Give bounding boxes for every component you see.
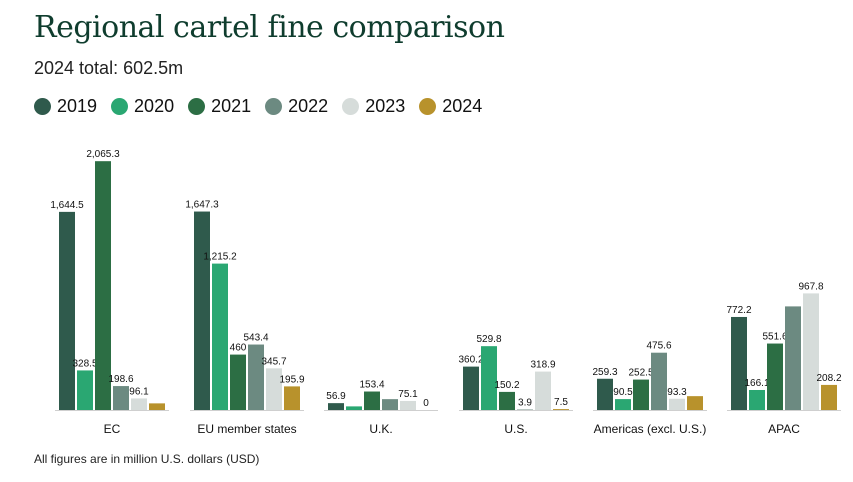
bar-2021-0 <box>95 161 111 410</box>
legend-swatch <box>111 98 129 115</box>
data-label: 967.8 <box>798 281 823 292</box>
bar-2020-4 <box>615 399 631 410</box>
data-label: 166.1 <box>744 378 769 389</box>
bar-2024-5 <box>821 384 837 410</box>
legend-swatch <box>342 98 360 115</box>
data-label: 475.6 <box>646 341 671 352</box>
legend-label: 2020 <box>134 96 175 116</box>
data-label: 150.2 <box>494 380 519 391</box>
bar-2020-0 <box>77 370 93 410</box>
bar-2020-1 <box>212 263 228 410</box>
legend-item-2022: 2022 <box>265 96 328 117</box>
data-label: 345.7 <box>261 356 286 367</box>
bar-2023-1 <box>266 368 282 410</box>
legend-swatch <box>265 98 283 115</box>
bar-2023-4 <box>669 398 685 410</box>
bar-2020-5 <box>749 389 765 410</box>
legend: 2019 2020 2021 2022 2023 2024 <box>34 96 482 117</box>
category-label: U.K. <box>369 422 392 436</box>
legend-label: 2022 <box>288 96 329 116</box>
bar-2022-4 <box>651 352 667 410</box>
legend-label: 2019 <box>57 96 98 116</box>
data-label: 551.6 <box>762 332 787 343</box>
bar-2024-3 <box>553 409 569 411</box>
data-label: 1,647.3 <box>185 200 219 211</box>
data-label: 772.2 <box>726 305 751 316</box>
bar-2022-1 <box>248 344 264 410</box>
legend-swatch <box>188 98 206 115</box>
bar-2022-0 <box>113 386 129 410</box>
bar-2019-0 <box>59 211 75 410</box>
data-label: 3.9 <box>518 398 532 409</box>
category-label: EU member states <box>197 422 296 436</box>
data-label: 90.5 <box>613 387 633 398</box>
data-label: 195.9 <box>279 374 304 385</box>
bar-2019-4 <box>597 378 613 410</box>
category-label: EC <box>104 422 121 436</box>
bar-2020-2 <box>346 406 362 410</box>
data-label: 93.3 <box>667 387 687 398</box>
data-label: 460 <box>230 343 247 354</box>
legend-swatch <box>34 98 51 115</box>
legend-label: 2023 <box>365 96 406 116</box>
data-label: 529.8 <box>476 334 501 345</box>
bar-2019-3 <box>463 366 479 410</box>
data-label: 208.2 <box>816 373 841 384</box>
data-label: 1,644.5 <box>50 200 84 211</box>
legend-label: 2024 <box>442 96 483 116</box>
legend-item-2020: 2020 <box>111 96 174 117</box>
data-label: 1,215.2 <box>203 252 237 263</box>
data-label: 318.9 <box>530 360 555 371</box>
data-label: 259.3 <box>592 367 617 378</box>
bar-2021-3 <box>499 391 515 410</box>
data-label: 7.5 <box>554 397 568 408</box>
bar-2021-2 <box>364 391 380 410</box>
data-label: 252.5 <box>628 368 653 379</box>
bar-2019-1 <box>194 211 210 410</box>
bar-2020-3 <box>481 346 497 410</box>
data-label: 360.2 <box>458 355 483 366</box>
bar-2022-5 <box>785 306 801 410</box>
data-label: 56.9 <box>326 391 346 402</box>
category-label: U.S. <box>504 422 527 436</box>
data-label: 2,065.3 <box>86 149 120 160</box>
bar-2023-0 <box>131 398 147 410</box>
bar-2021-1 <box>230 354 246 410</box>
data-label: 75.1 <box>398 389 418 400</box>
chart-subtitle: 2024 total: 602.5m <box>34 58 184 78</box>
bar-2019-5 <box>731 316 747 410</box>
data-label: 543.4 <box>243 333 268 344</box>
bar-2023-2 <box>400 400 416 410</box>
data-label: 198.6 <box>108 374 133 385</box>
legend-item-2019: 2019 <box>34 96 97 117</box>
data-label: 328.5 <box>72 358 97 369</box>
category-label: Americas (excl. U.S.) <box>594 422 707 436</box>
bar-2022-2 <box>382 399 398 410</box>
legend-item-2023: 2023 <box>342 96 405 117</box>
bar-2021-4 <box>633 379 649 410</box>
data-label: 0 <box>423 398 429 409</box>
chart-title: Regional cartel fine comparison <box>34 10 505 45</box>
bar-2023-3 <box>535 371 551 410</box>
category-label: APAC <box>768 422 800 436</box>
bar-2024-1 <box>284 386 300 410</box>
bar-2024-0 <box>149 403 165 410</box>
bar-2024-4 <box>687 396 703 410</box>
data-label: 153.4 <box>359 380 384 391</box>
data-label: 96.1 <box>129 386 149 397</box>
legend-item-2024: 2024 <box>419 96 482 117</box>
bar-2019-2 <box>328 403 344 410</box>
bar-2023-5 <box>803 293 819 410</box>
footnote: All figures are in million U.S. dollars … <box>34 452 260 466</box>
legend-item-2021: 2021 <box>188 96 251 117</box>
legend-swatch <box>419 98 437 115</box>
legend-label: 2021 <box>211 96 252 116</box>
bar-2021-5 <box>767 343 783 410</box>
